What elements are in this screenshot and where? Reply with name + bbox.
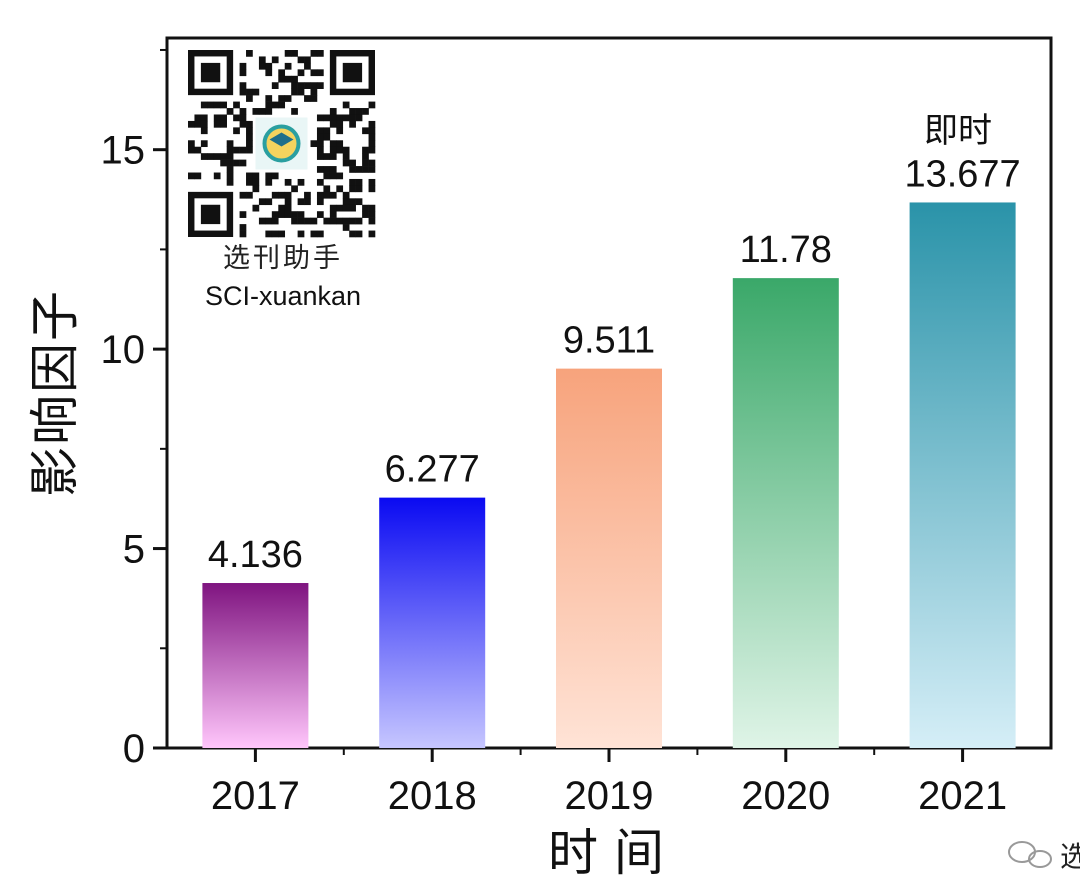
corner-watermark-text: 选 <box>1060 840 1080 873</box>
x-axis-label: 时 间 <box>548 824 664 882</box>
data-label-2017: 4.136 <box>208 534 303 576</box>
wechat-icon <box>1008 841 1052 868</box>
watermark-en-name: SCI-xuankan <box>205 281 361 311</box>
bar-2020 <box>732 278 839 748</box>
y-tick-label-5: 5 <box>123 528 145 572</box>
y-tick-label-0: 0 <box>123 727 145 771</box>
y-tick-label-10: 10 <box>101 328 146 372</box>
data-label-2019: 9.511 <box>563 320 655 362</box>
bar-2021 <box>909 202 1016 749</box>
data-label-2018: 6.277 <box>385 449 480 491</box>
x-tick-label-2018: 2018 <box>388 774 477 818</box>
bar-2018 <box>379 497 486 748</box>
y-tick-label-15: 15 <box>101 129 146 173</box>
qr-code-icon <box>188 50 376 238</box>
x-axis: 2017 2018 2019 2020 2021 <box>211 748 1007 818</box>
watermark-cn-name: 选刊助手 <box>223 243 343 274</box>
data-label-2020: 11.78 <box>740 229 832 271</box>
bar-2017 <box>202 583 309 748</box>
x-tick-label-2017: 2017 <box>211 774 300 818</box>
bar-2019 <box>556 368 662 748</box>
x-tick-label-2020: 2020 <box>741 774 830 818</box>
x-tick-label-2021: 2021 <box>918 774 1007 818</box>
data-label-2021: 13.677 <box>904 153 1020 195</box>
x-tick-label-2019: 2019 <box>565 774 654 818</box>
chart-annotation: 即时 <box>924 111 992 151</box>
y-axis: 0 5 10 15 <box>101 48 167 771</box>
y-axis-label: 影响因子 <box>26 289 84 497</box>
bar-series: 4.136 6.277 9.511 11.78 13.677 <box>202 153 1021 749</box>
